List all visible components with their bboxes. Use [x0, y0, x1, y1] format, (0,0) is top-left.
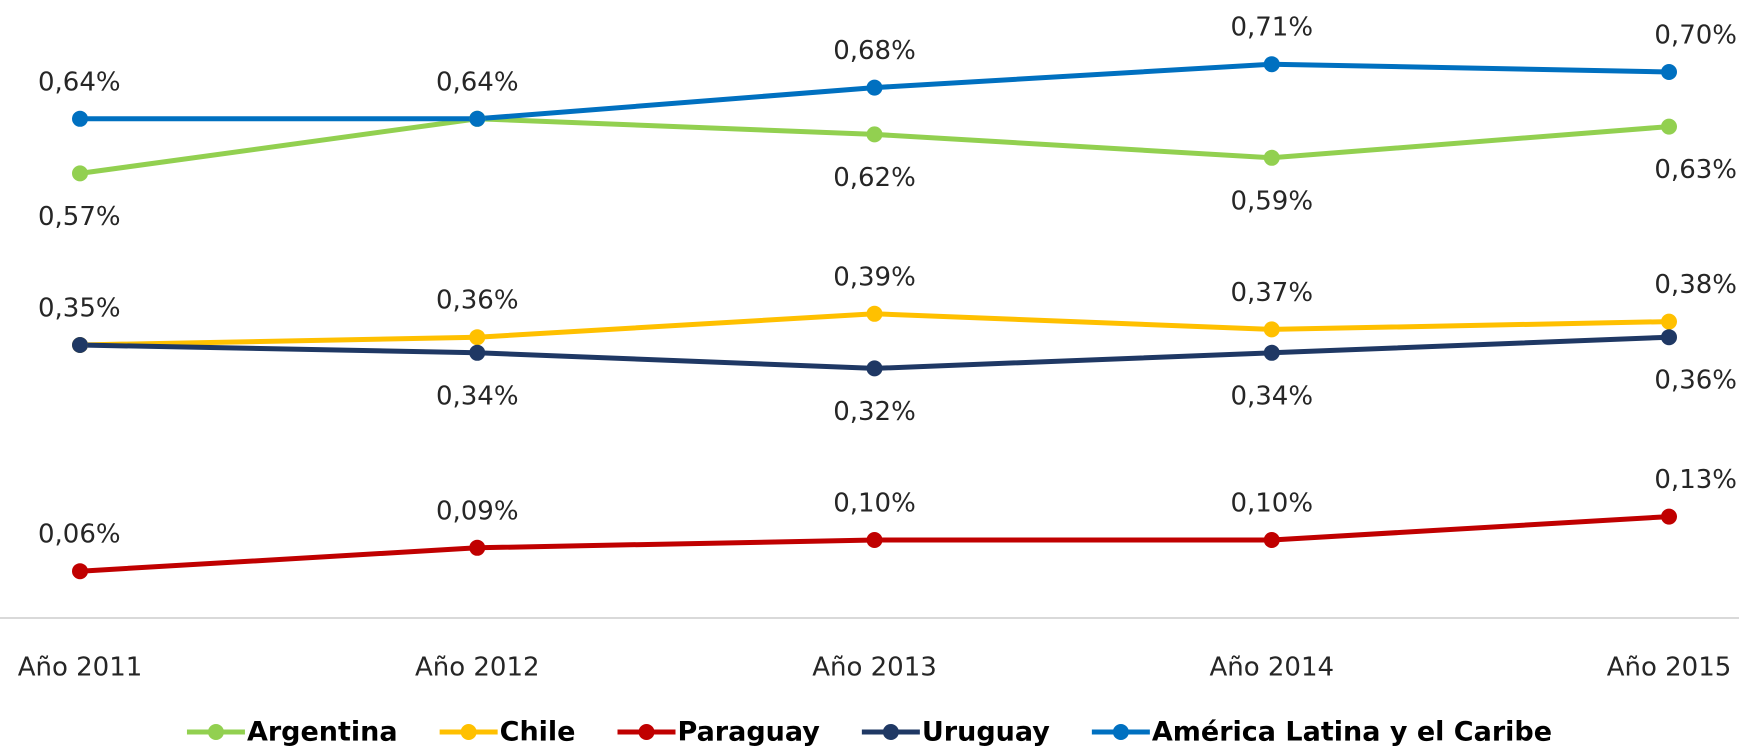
data-label: 0,64% [38, 67, 121, 97]
x-tick-label: Año 2012 [415, 653, 540, 683]
data-label: 0,34% [1230, 381, 1313, 411]
data-label: 0,57% [38, 202, 121, 232]
data-label: 0,37% [1230, 278, 1313, 308]
data-point [866, 360, 883, 377]
data-point [1263, 149, 1280, 166]
data-label: 0,38% [1654, 270, 1737, 300]
data-point [866, 79, 883, 96]
data-label: 0,35% [38, 294, 121, 324]
data-label: 0,34% [436, 381, 519, 411]
data-point [1263, 344, 1280, 361]
legend-label: América Latina y el Caribe [1152, 717, 1552, 748]
x-tick-label: Año 2011 [18, 653, 143, 683]
data-label: 0,09% [436, 496, 519, 526]
legend-label: Chile [500, 717, 576, 748]
legend: Argentina Chile Paraguay Uruguay América Lat… [186, 717, 1552, 748]
data-point [1263, 321, 1280, 338]
data-label: 0,68% [833, 36, 916, 66]
data-point [72, 337, 88, 353]
legend-marker [207, 724, 224, 740]
data-label: 0,36% [1654, 366, 1737, 396]
data-point [1661, 118, 1677, 135]
data-label: 0,13% [1654, 465, 1737, 495]
data-point [469, 539, 486, 556]
data-point [72, 165, 88, 182]
data-label: 0,59% [1230, 186, 1313, 216]
x-tick-label: Año 2015 [1607, 653, 1732, 683]
legend-label: Argentina [247, 717, 398, 748]
data-point [72, 110, 88, 127]
data-label: 0,36% [436, 286, 519, 316]
legend-marker [882, 724, 899, 740]
data-point [1661, 313, 1677, 330]
data-point [1661, 508, 1677, 525]
data-label: 0,63% [1654, 155, 1737, 185]
data-label: 0,70% [1654, 21, 1737, 51]
data-point [1263, 56, 1280, 73]
data-label: 0,10% [833, 489, 916, 519]
data-label: 0,32% [833, 397, 916, 427]
data-point [866, 305, 883, 322]
data-point [1263, 532, 1280, 548]
data-label: 0,06% [38, 520, 121, 550]
data-point [866, 532, 883, 548]
data-label: 0,62% [833, 163, 916, 193]
x-tick-label: Año 2013 [812, 653, 937, 683]
data-label: 0,10% [1230, 489, 1313, 519]
data-point [72, 563, 88, 580]
legend-marker [460, 724, 477, 740]
data-point [469, 110, 486, 127]
data-label: 0,71% [1230, 13, 1313, 43]
legend-label: Paraguay [678, 717, 821, 748]
legend-label: Uruguay [922, 717, 1050, 748]
data-point [469, 344, 486, 361]
x-tick-label: Año 2014 [1209, 653, 1334, 683]
data-point [469, 329, 486, 346]
data-point [866, 126, 883, 143]
data-label: 0,64% [436, 67, 519, 97]
data-label: 0,39% [833, 262, 916, 292]
legend-marker [638, 724, 655, 740]
legend-marker [1112, 724, 1129, 740]
data-point [1661, 64, 1677, 80]
data-point [1661, 329, 1677, 346]
